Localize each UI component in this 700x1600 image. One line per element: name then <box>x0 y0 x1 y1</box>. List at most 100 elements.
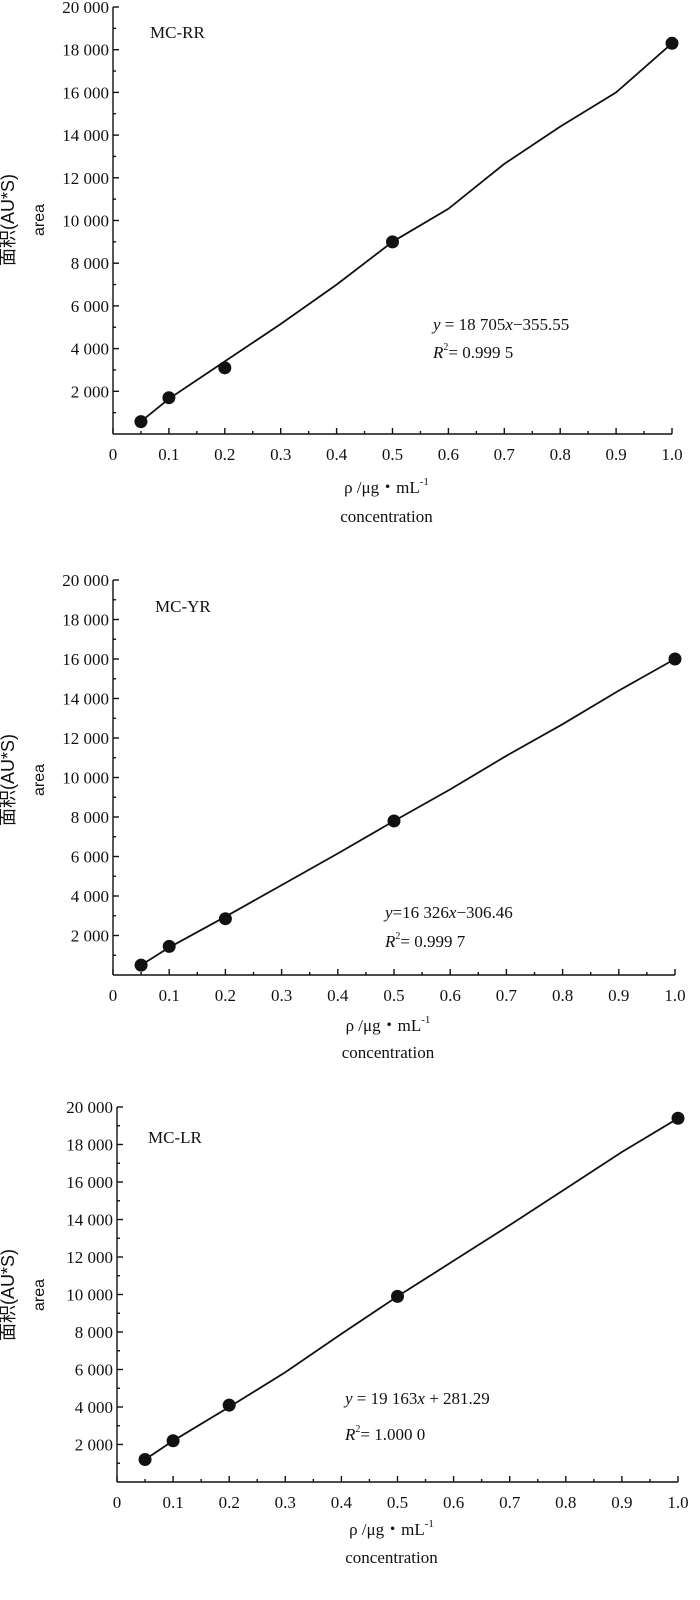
x-tick-label: 0.1 <box>159 986 180 1005</box>
x-tick-label: 0.3 <box>270 445 291 464</box>
y-axis-label: 面积(AU*S) <box>0 734 18 826</box>
x-axis-sublabel: concentration <box>345 1548 438 1567</box>
x-tick-label: 0.7 <box>499 1493 521 1512</box>
x-tick-label: 0.7 <box>496 986 518 1005</box>
y-tick-label: 18 000 <box>66 1136 113 1155</box>
y-axis-sublabel: area <box>31 1279 48 1311</box>
data-point <box>665 36 679 50</box>
chart-title: MC-RR <box>150 23 205 42</box>
y-tick-label: 2 000 <box>75 1436 113 1455</box>
y-axis-label: 面积(AU*S) <box>0 1249 18 1341</box>
y-tick-label: 6 000 <box>71 848 109 867</box>
x-tick-label: 0.1 <box>158 445 179 464</box>
x-tick-label: 1.0 <box>661 445 682 464</box>
y-tick-label: 10 000 <box>62 212 109 231</box>
y-tick-label: 4 000 <box>71 887 109 906</box>
x-axis-label: ρ /μg・mL-1 <box>349 1518 434 1539</box>
data-point <box>162 391 176 405</box>
data-point <box>138 1453 152 1466</box>
data-point <box>387 814 401 828</box>
x-tick-label: 0.8 <box>552 986 573 1005</box>
y-tick-label: 12 000 <box>66 1248 113 1267</box>
y-tick-label: 10 000 <box>66 1286 113 1305</box>
x-tick-label: 0.2 <box>214 445 235 464</box>
r-squared: R2= 1.000 0 <box>344 1424 425 1444</box>
x-tick-label: 0.6 <box>443 1493 464 1512</box>
r-squared: R2= 0.999 5 <box>432 342 513 362</box>
x-tick-label: 0.4 <box>326 445 348 464</box>
regression-equation: y = 18 705x−355.55 <box>431 315 569 334</box>
x-tick-label: 0.9 <box>611 1493 632 1512</box>
y-tick-label: 14 000 <box>62 126 109 145</box>
y-tick-label: 2 000 <box>71 927 109 946</box>
y-tick-label: 2 000 <box>71 382 109 401</box>
chart-panel-mc-rr: 0 0.1 0.2 0.3 0.4 0.5 0.6 0.7 0.8 0.9 1.0 2 000 4 00… <box>0 0 683 526</box>
regression-equation: y = 19 163x + 281.29 <box>343 1389 490 1408</box>
y-tick-label: 8 000 <box>71 254 109 273</box>
data-point <box>166 1434 180 1448</box>
x-axis-label: ρ /μg・mL-1 <box>344 476 429 497</box>
x-tick-label: 0.5 <box>382 445 403 464</box>
x-tick-label: 0.9 <box>605 445 626 464</box>
data-point <box>222 1398 236 1412</box>
y-tick-label: 16 000 <box>66 1173 113 1192</box>
y-tick-label: 6 000 <box>75 1361 113 1380</box>
y-axis-sublabel: area <box>31 204 48 236</box>
data-point <box>162 939 176 953</box>
x-tick-label: 0.2 <box>215 986 236 1005</box>
y-tick-label: 12 000 <box>62 169 109 188</box>
y-tick-label: 20 000 <box>62 571 109 590</box>
y-tick-label: 8 000 <box>75 1323 113 1342</box>
data-point <box>218 912 232 926</box>
x-tick-label: 0.9 <box>608 986 629 1005</box>
data-point <box>134 958 148 972</box>
data-point <box>386 235 399 249</box>
x-tick-label: 0.6 <box>440 986 461 1005</box>
chart-title: MC-YR <box>155 597 211 616</box>
y-axis-sublabel: area <box>31 764 48 796</box>
y-tick-label: 4 000 <box>75 1398 113 1417</box>
x-tick-label: 0.7 <box>494 445 516 464</box>
x-tick-label: 0 <box>113 1493 122 1512</box>
x-tick-label: 0 <box>109 986 118 1005</box>
x-tick-label: 0.6 <box>438 445 459 464</box>
x-axis-label: ρ /μg・mL-1 <box>346 1014 431 1035</box>
x-tick-label: 0 <box>109 445 118 464</box>
data-point <box>218 361 232 375</box>
y-tick-label: 12 000 <box>62 729 109 748</box>
y-tick-label: 16 000 <box>62 83 109 102</box>
x-axis-sublabel: concentration <box>340 507 433 526</box>
y-tick-label: 14 000 <box>66 1211 113 1230</box>
x-tick-label: 0.1 <box>162 1493 183 1512</box>
y-tick-label: 20 000 <box>66 1098 113 1117</box>
y-tick-label: 16 000 <box>62 650 109 669</box>
x-axis-sublabel: concentration <box>342 1043 435 1062</box>
y-tick-label: 18 000 <box>62 611 109 630</box>
chart-panel-mc-yr: 0 0.1 0.2 0.3 0.4 0.5 0.6 0.7 0.8 0.9 1.0 2 000 4 00… <box>0 571 686 1062</box>
y-tick-label: 20 000 <box>62 0 109 17</box>
x-tick-label: 0.8 <box>555 1493 576 1512</box>
y-tick-label: 8 000 <box>71 808 109 827</box>
y-tick-label: 6 000 <box>71 297 109 316</box>
y-axis-label: 面积(AU*S) <box>0 174 18 266</box>
data-point <box>668 652 682 666</box>
data-point <box>391 1289 404 1303</box>
chart-title: MC-LR <box>148 1128 203 1147</box>
chart-panel-mc-lr: 0 0.1 0.2 0.3 0.4 0.5 0.6 0.7 0.8 0.9 1.0 2 000 4 00… <box>0 1098 689 1567</box>
y-tick-label: 4 000 <box>71 340 109 359</box>
x-tick-label: 1.0 <box>667 1493 688 1512</box>
r-squared: R2= 0.999 7 <box>384 931 466 951</box>
x-tick-label: 0.3 <box>271 986 292 1005</box>
data-point <box>134 415 148 429</box>
regression-equation: y=16 326x−306.46 <box>383 903 513 922</box>
x-tick-label: 0.5 <box>387 1493 408 1512</box>
x-tick-label: 0.4 <box>331 1493 353 1512</box>
x-tick-label: 1.0 <box>664 986 685 1005</box>
x-tick-label: 0.8 <box>550 445 571 464</box>
x-tick-label: 0.4 <box>327 986 349 1005</box>
y-tick-label: 10 000 <box>62 769 109 788</box>
x-tick-label: 0.3 <box>275 1493 296 1512</box>
data-point <box>671 1111 685 1125</box>
x-tick-label: 0.2 <box>219 1493 240 1512</box>
